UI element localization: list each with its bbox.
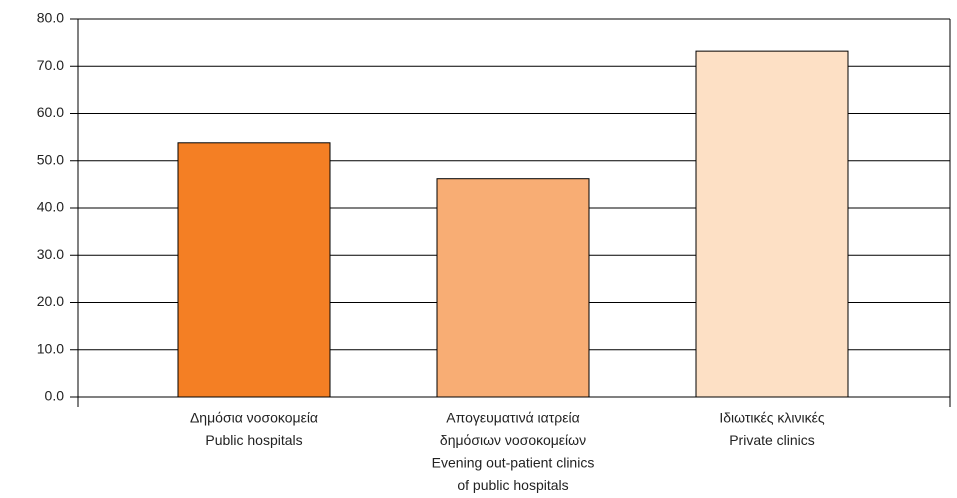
bar <box>177 142 331 398</box>
x-tick-label: Ιδιωτικές κλινικές <box>719 410 825 426</box>
y-tick-label: 30.0 <box>37 246 64 262</box>
y-tick-label: 10.0 <box>37 340 64 356</box>
y-tick-label: 20.0 <box>37 293 64 309</box>
x-tick-label: Private clinics <box>729 432 815 448</box>
y-tick-label: 0.0 <box>45 388 65 404</box>
bar <box>695 50 849 398</box>
x-tick-label: Public hospitals <box>205 432 302 448</box>
x-tick-label: Απογευματινά ιατρεία <box>446 410 579 426</box>
x-tick-label: δημόσιων νοσοκομείων <box>440 432 586 448</box>
y-tick-label: 70.0 <box>37 57 64 73</box>
y-tick-label: 40.0 <box>37 199 64 215</box>
bar <box>436 178 590 398</box>
y-tick-label: 80.0 <box>37 10 64 26</box>
y-tick-label: 60.0 <box>37 104 64 120</box>
x-tick-label: Evening out-patient clinics <box>432 455 595 471</box>
x-tick-label: of public hospitals <box>457 477 568 493</box>
x-tick-label: Δημόσια νοσοκομεία <box>190 410 318 426</box>
y-tick-label: 50.0 <box>37 151 64 167</box>
